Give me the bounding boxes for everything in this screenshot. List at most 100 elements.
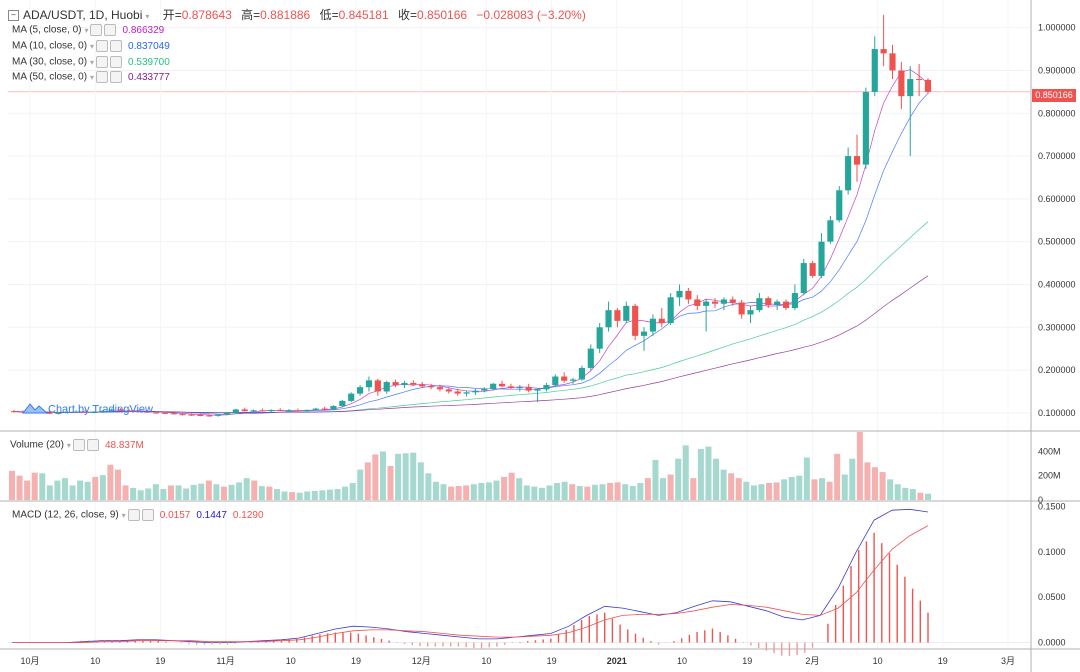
candle-body (703, 301, 710, 306)
volume-bar (508, 472, 515, 500)
ma5-label: MA (5, close, 0) (12, 24, 82, 36)
chevron-down-icon[interactable]: ▾ (66, 440, 71, 450)
time-tick-label: 10月 (20, 656, 39, 666)
candle-body (277, 409, 284, 411)
macd-line (12, 508, 929, 643)
volume-bar (856, 432, 863, 500)
settings-icon[interactable] (127, 509, 140, 521)
candle-body (73, 411, 80, 413)
time-tick-label: 19 (742, 656, 752, 666)
chevron-down-icon[interactable]: ▾ (145, 12, 150, 21)
volume-bar (69, 485, 76, 500)
macd-legend[interactable]: MACD (12, 26, close, 9) ▾ 0.0157 0.1447 0.12… (12, 509, 264, 521)
volume-bar (781, 479, 788, 500)
volume-bar (402, 453, 409, 500)
time-tick-label: 10 (481, 656, 491, 666)
candle-body (410, 382, 417, 385)
volume-bar (841, 474, 848, 500)
volume-bar (652, 459, 659, 500)
candle-body (223, 412, 231, 415)
candle-body (791, 293, 798, 309)
close-icon[interactable] (110, 56, 123, 68)
settings-icon[interactable] (96, 40, 109, 52)
ma10-value: 0.837049 (128, 40, 170, 52)
settings-icon[interactable] (90, 24, 103, 36)
ma50-legend[interactable]: MA (50, close, 0) ▾ 0.433777 (12, 71, 170, 83)
volume-bar (516, 478, 523, 500)
candle-body (516, 387, 523, 389)
volume-bar (796, 475, 803, 500)
ma10-legend[interactable]: MA (10, close, 0) ▾ 0.837049 (12, 40, 170, 52)
candle-body (676, 290, 683, 298)
price-tick-label: 0.800000 (1038, 108, 1076, 118)
chevron-down-icon[interactable]: ▾ (84, 25, 89, 35)
volume-bar (167, 485, 174, 500)
close-icon[interactable] (110, 40, 123, 52)
volume-bar (538, 487, 545, 500)
candle-body (845, 156, 852, 191)
settings-icon[interactable] (96, 71, 109, 83)
price-tick-label: 0.300000 (1038, 322, 1076, 332)
volume-bar (667, 474, 674, 500)
candle-body (747, 310, 754, 315)
chevron-down-icon[interactable]: ▾ (90, 72, 95, 82)
volume-bar (334, 489, 341, 500)
time-tick-label: 19 (351, 656, 361, 666)
time-tick-label: 10 (677, 656, 687, 666)
volume-bar (410, 452, 417, 500)
candle-body (286, 410, 293, 412)
volume-bar (16, 475, 23, 500)
macd-tick-label: 0.1000 (1038, 547, 1066, 557)
candle-body (401, 382, 408, 386)
macd-tick-label: 0.0500 (1038, 592, 1066, 602)
candle-body (232, 409, 239, 413)
tradingview-watermark[interactable]: Chart by TradingView (21, 401, 153, 418)
candle-body (578, 367, 585, 380)
candle-body (357, 387, 364, 394)
volume-value: 48.837M (104, 439, 144, 451)
candle-body (481, 388, 488, 391)
candle-body (694, 299, 701, 306)
volume-legend[interactable]: Volume (20) ▾ 48.837M (10, 439, 144, 451)
candle-body (206, 415, 213, 417)
close-icon[interactable] (110, 71, 123, 83)
volume-bar (629, 486, 636, 500)
volume-bar (319, 490, 326, 500)
volume-bar (554, 483, 561, 500)
volume-bar (478, 483, 485, 500)
candle-body (10, 411, 18, 413)
ma5-value: 0.866329 (122, 24, 165, 36)
ma5-legend[interactable]: MA (5, close, 0) ▾ 0.866329 (12, 24, 164, 36)
candle-body (490, 383, 497, 389)
macd-label: MACD (12, 26, close, 9) (12, 509, 119, 521)
volume-bar (372, 454, 379, 500)
collapse-icon[interactable]: – (8, 10, 19, 22)
volume-bar (84, 481, 91, 500)
candle-body (507, 386, 515, 389)
settings-icon[interactable] (72, 439, 85, 451)
candle-body (312, 408, 319, 410)
close-icon[interactable] (104, 24, 117, 36)
chevron-down-icon[interactable]: ▾ (121, 510, 126, 520)
volume-bar (735, 478, 742, 500)
volume-bar (773, 482, 780, 500)
ma30-legend[interactable]: MA (30, close, 0) ▾ 0.539700 (12, 56, 170, 68)
chevron-down-icon[interactable]: ▾ (90, 41, 95, 51)
candle-body (419, 384, 426, 387)
macd-signal-value: 0.1447 (196, 509, 227, 521)
settings-icon[interactable] (96, 56, 109, 68)
chevron-down-icon[interactable]: ▾ (90, 57, 95, 67)
volume-bar (440, 484, 447, 500)
candle-body (916, 79, 923, 81)
volume-bar (546, 485, 553, 500)
candle-body (135, 411, 142, 413)
time-tick-label: 10 (286, 656, 296, 666)
volume-bar (872, 467, 879, 500)
candle-body (170, 413, 177, 415)
close-icon[interactable] (86, 439, 99, 451)
volume-bar (864, 462, 871, 500)
candle-body (215, 414, 222, 416)
volume-bar (637, 483, 644, 500)
close-icon[interactable] (141, 509, 154, 521)
